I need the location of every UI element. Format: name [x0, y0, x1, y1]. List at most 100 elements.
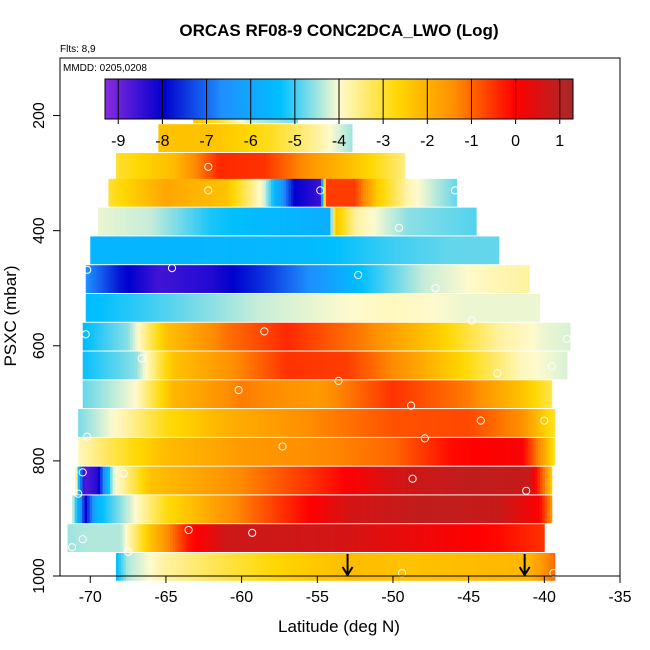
heat-cell — [159, 495, 163, 524]
heat-cell — [382, 322, 386, 351]
heat-cell — [92, 466, 96, 495]
heat-cell — [145, 236, 149, 265]
heat-cell — [455, 178, 457, 207]
heat-cell — [115, 207, 119, 236]
heat-cell — [360, 380, 364, 409]
heat-cell — [297, 236, 301, 265]
heat-cell — [245, 265, 249, 293]
heat-cell — [218, 293, 222, 322]
heat-cell — [117, 322, 121, 351]
heat-cell — [125, 380, 129, 409]
heat-cell — [512, 495, 516, 524]
heat-cell — [465, 207, 469, 236]
heat-cell — [285, 380, 289, 409]
heat-cell — [422, 351, 426, 380]
heat-cell — [535, 524, 538, 552]
heat-cell — [139, 495, 143, 524]
heat-cell — [112, 524, 116, 552]
heat-cell — [409, 495, 413, 524]
heat-cell — [155, 524, 158, 552]
colorbar-swatch — [165, 79, 168, 119]
heat-cell — [305, 236, 309, 265]
heat-cell — [252, 380, 256, 409]
heat-cell — [457, 380, 461, 409]
heat-cell — [165, 466, 169, 495]
heat-cell — [93, 409, 97, 437]
heat-cell — [332, 351, 336, 380]
heat-cell — [328, 409, 332, 437]
heat-cell — [225, 322, 229, 351]
heat-cell — [306, 552, 309, 581]
heat-cell — [397, 236, 401, 265]
heat-cell — [343, 124, 347, 152]
heat-cell — [168, 437, 172, 466]
heat-cell — [160, 437, 164, 466]
heat-band — [82, 380, 553, 409]
heat-cell — [308, 178, 312, 207]
heat-cell — [375, 207, 379, 236]
heat-cell — [451, 552, 454, 581]
colorbar-swatch — [167, 79, 170, 119]
heat-cell — [260, 524, 263, 552]
heat-cell — [120, 293, 124, 322]
heat-cell — [441, 552, 444, 581]
heat-cell — [555, 351, 559, 380]
heat-cell — [528, 293, 532, 322]
heat-cell — [273, 178, 277, 207]
heat-cell — [505, 524, 508, 552]
heat-cell — [207, 236, 211, 265]
heat-cell — [333, 437, 337, 466]
heat-cell — [517, 495, 521, 524]
colorbar-swatch — [525, 79, 528, 119]
colorbar-swatch — [511, 79, 514, 119]
heat-cell — [350, 124, 353, 152]
heat-cell — [217, 207, 221, 236]
heat-cell — [352, 322, 356, 351]
heat-cell — [430, 178, 434, 207]
heat-cell — [338, 437, 342, 466]
heat-cell — [202, 524, 206, 552]
heat-cell — [182, 207, 186, 236]
heat-cell — [318, 437, 322, 466]
heat-cell — [118, 552, 122, 581]
heat-cell — [514, 495, 518, 524]
heat-cell — [317, 524, 321, 552]
heat-cell — [263, 409, 267, 437]
heat-cell — [435, 293, 439, 322]
colorbar-swatch — [305, 79, 308, 119]
heat-cell — [445, 351, 449, 380]
sample-point — [476, 416, 485, 425]
heat-cell — [467, 207, 471, 236]
heat-cell — [317, 466, 321, 495]
heat-cell — [120, 524, 123, 552]
heat-cell — [245, 236, 249, 265]
heat-cell — [343, 178, 347, 207]
heat-cell — [445, 466, 449, 495]
heat-cell — [255, 437, 259, 466]
heat-cell — [215, 437, 219, 466]
heat-cell — [345, 293, 349, 322]
colorbar-swatch — [459, 79, 462, 119]
heat-cell — [495, 466, 499, 495]
heat-cell — [460, 207, 464, 236]
heat-cell — [347, 466, 351, 495]
heat-cell — [92, 380, 96, 409]
heat-cell — [85, 380, 89, 409]
heat-cell — [335, 236, 339, 265]
heat-cell — [173, 178, 177, 207]
heat-cell — [380, 524, 383, 552]
heat-cell — [387, 322, 391, 351]
heat-cell — [115, 437, 119, 466]
heat-cell — [285, 178, 289, 207]
heat-cell — [413, 552, 417, 581]
heat-cell — [515, 351, 519, 380]
heat-cell — [531, 552, 534, 581]
heat-cell — [435, 466, 439, 495]
heat-cell — [532, 322, 536, 351]
colorbar-swatch — [477, 79, 480, 119]
heat-cell — [178, 124, 182, 152]
heat-cell — [138, 409, 142, 437]
heat-cell — [495, 437, 499, 466]
heat-cell — [440, 351, 444, 380]
heat-cell — [323, 265, 327, 293]
